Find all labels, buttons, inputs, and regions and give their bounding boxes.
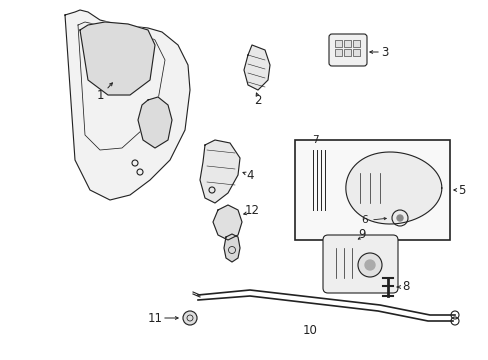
Text: 11: 11 [147, 311, 162, 324]
Polygon shape [138, 97, 172, 148]
Text: 12: 12 [244, 203, 260, 216]
Bar [352, 40, 359, 47]
Circle shape [357, 253, 381, 277]
Text: 7: 7 [311, 135, 318, 145]
Bar [294, 140, 449, 240]
Circle shape [396, 215, 402, 221]
Bar [343, 49, 350, 56]
Text: 5: 5 [457, 184, 465, 197]
Text: 9: 9 [358, 228, 365, 240]
Text: 1: 1 [96, 89, 103, 102]
FancyBboxPatch shape [328, 34, 366, 66]
Text: 4: 4 [246, 168, 253, 181]
Polygon shape [224, 234, 240, 262]
Bar [352, 49, 359, 56]
Bar [334, 49, 341, 56]
Polygon shape [244, 45, 269, 90]
Polygon shape [65, 10, 190, 200]
Text: 8: 8 [401, 280, 408, 293]
Polygon shape [345, 152, 441, 224]
Polygon shape [200, 140, 240, 203]
Polygon shape [213, 205, 242, 240]
Polygon shape [80, 22, 155, 95]
Text: 2: 2 [254, 94, 261, 107]
Text: 10: 10 [302, 324, 317, 337]
Bar [334, 40, 341, 47]
FancyBboxPatch shape [323, 235, 397, 293]
Circle shape [183, 311, 197, 325]
Text: 3: 3 [381, 45, 388, 59]
Circle shape [364, 260, 374, 270]
Bar [343, 40, 350, 47]
Text: 6: 6 [361, 215, 367, 225]
